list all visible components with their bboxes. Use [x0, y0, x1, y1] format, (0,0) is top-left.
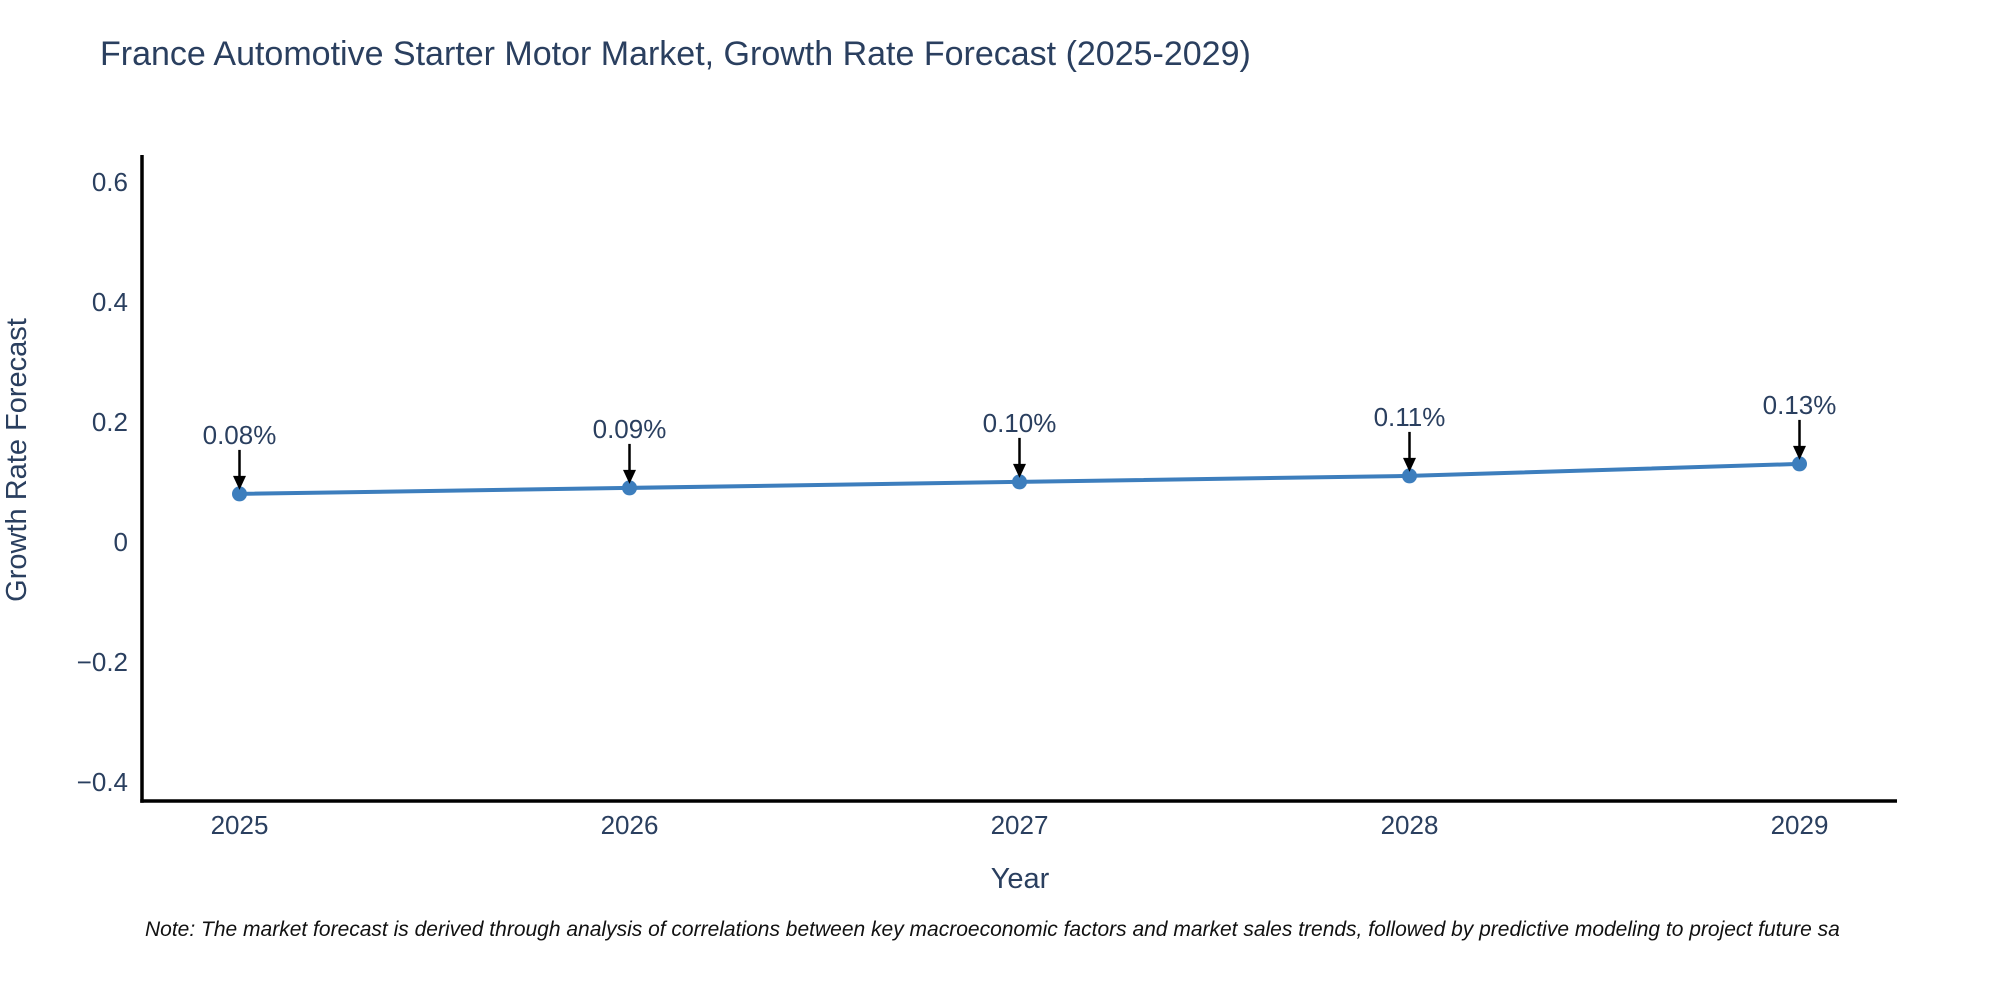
x-tick-label: 2029 — [1771, 810, 1829, 840]
annotation-label: 0.09% — [593, 414, 667, 444]
y-tick-label: −0.4 — [77, 767, 128, 797]
data-point — [1402, 468, 1417, 484]
y-tick-label: 0 — [114, 527, 128, 557]
y-tick-label: −0.2 — [77, 647, 128, 677]
annotation-label: 0.10% — [983, 408, 1057, 438]
annotation-arrowhead — [623, 469, 636, 484]
data-point — [1012, 474, 1027, 490]
data-point — [622, 480, 637, 496]
data-point — [232, 486, 247, 502]
annotation-arrowhead — [233, 475, 246, 490]
x-axis-title: Year — [991, 863, 1050, 895]
y-axis-title: Growth Rate Forecast — [1, 318, 33, 602]
x-tick-label: 2026 — [601, 810, 659, 840]
x-tick-label: 2025 — [211, 810, 269, 840]
x-tick-label: 2028 — [1381, 810, 1439, 840]
annotation-label: 0.11% — [1374, 402, 1446, 432]
annotation-label: 0.08% — [203, 420, 277, 450]
annotation-arrowhead — [1013, 463, 1026, 478]
footnote-text: Note: The market forecast is derived thr… — [145, 918, 1840, 941]
y-tick-label: 0.4 — [92, 287, 128, 317]
data-point — [1792, 456, 1807, 472]
annotation-arrowhead — [1403, 457, 1416, 472]
y-tick-label: 0.2 — [92, 407, 128, 437]
plot-area: 0.6 0.4 0.2 0 −0.2 −0.4 2025 2026 2027 2028 2029 0.… — [77, 155, 1897, 840]
chart-title: France Automotive Starter Motor Market, … — [100, 35, 1251, 73]
annotation-arrowhead — [1793, 445, 1806, 460]
y-tick-label: 0.6 — [92, 167, 128, 197]
x-tick-label: 2027 — [991, 810, 1049, 840]
annotation-label: 0.13% — [1763, 390, 1837, 420]
